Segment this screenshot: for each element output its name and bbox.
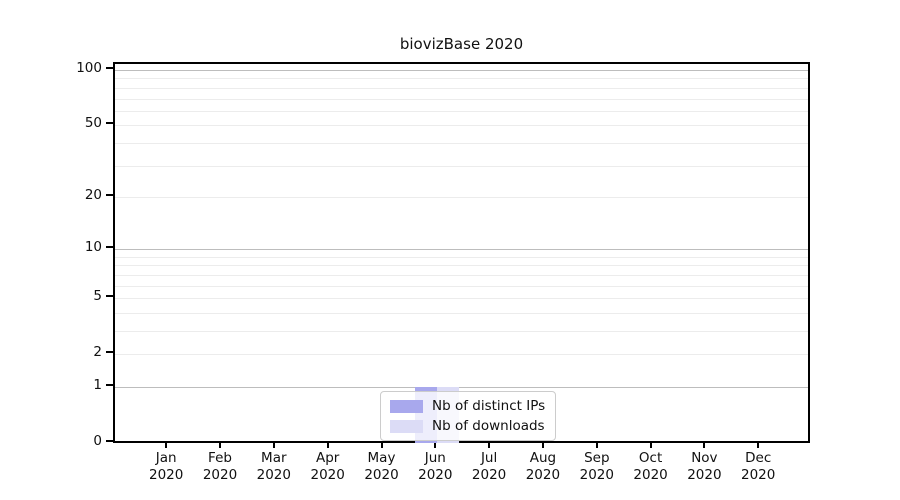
x-tick-mark bbox=[649, 443, 652, 448]
x-axis-tick-label: May 2020 bbox=[364, 450, 399, 483]
x-tick-mark bbox=[272, 443, 275, 448]
gridline-minor bbox=[115, 265, 808, 267]
gridline-minor bbox=[115, 196, 808, 198]
y-axis-tick-label: 50 bbox=[84, 115, 102, 132]
gridline-major bbox=[115, 387, 808, 388]
x-axis-tick-label: Jan 2020 bbox=[149, 450, 184, 483]
y-tick-mark bbox=[106, 440, 113, 442]
x-axis-tick-label: Nov 2020 bbox=[687, 450, 722, 483]
legend-item-downloads: Nb of downloads bbox=[390, 418, 545, 434]
y-tick-mark bbox=[106, 384, 113, 386]
x-axis-tick-label: Jul 2020 bbox=[471, 450, 507, 483]
gridline-minor bbox=[115, 312, 808, 314]
x-tick-mark bbox=[380, 443, 383, 448]
x-axis-tick-label: Mar 2020 bbox=[256, 450, 291, 483]
gridline-minor bbox=[115, 274, 808, 276]
legend-swatch-distinct-ips bbox=[390, 399, 423, 413]
gridline-minor bbox=[115, 331, 808, 332]
x-axis-tick-label: Jun 2020 bbox=[418, 450, 453, 483]
legend-swatch-downloads bbox=[390, 419, 423, 433]
gridline-minor bbox=[115, 354, 808, 356]
y-axis-tick-label: 100 bbox=[76, 60, 102, 76]
legend-item-distinct-ips: Nb of distinct IPs bbox=[390, 398, 545, 414]
x-tick-mark bbox=[434, 443, 437, 448]
x-tick-mark bbox=[703, 443, 706, 448]
x-axis-tick-label: Aug 2020 bbox=[525, 450, 561, 483]
y-tick-mark bbox=[106, 122, 113, 125]
legend-label-downloads: Nb of downloads bbox=[432, 418, 545, 434]
x-tick-mark bbox=[488, 443, 491, 448]
x-tick-mark bbox=[595, 443, 598, 448]
y-axis-tick-label: 1 bbox=[93, 377, 102, 393]
y-tick-mark bbox=[106, 246, 113, 249]
x-axis-tick-label: Feb 2020 bbox=[202, 450, 238, 483]
x-axis-tick-label: Apr 2020 bbox=[310, 450, 345, 483]
y-axis-tick-label: 20 bbox=[84, 186, 102, 203]
gridline-major bbox=[115, 249, 808, 251]
gridline-minor bbox=[115, 78, 808, 80]
y-tick-mark bbox=[106, 295, 113, 298]
y-tick-mark bbox=[106, 67, 113, 69]
y-axis-tick-label: 5 bbox=[93, 288, 102, 305]
gridline-minor bbox=[115, 142, 808, 144]
gridline-minor bbox=[115, 98, 808, 100]
gridline-minor bbox=[115, 87, 808, 89]
y-axis-tick-label: 10 bbox=[84, 239, 102, 256]
x-tick-mark bbox=[219, 443, 221, 448]
gridline-minor bbox=[115, 125, 808, 127]
y-axis-tick-label: 0 bbox=[93, 433, 102, 449]
gridline-minor bbox=[115, 256, 808, 258]
gridline-minor bbox=[115, 110, 808, 112]
x-axis-tick-label: Dec 2020 bbox=[741, 450, 776, 483]
x-tick-mark bbox=[165, 443, 168, 448]
x-tick-mark bbox=[326, 443, 329, 448]
gridline-minor bbox=[115, 165, 808, 167]
plot-area: Nb of distinct IPs Nb of downloads bbox=[113, 62, 810, 443]
x-tick-mark bbox=[757, 443, 760, 448]
x-axis-tick-label: Sep 2020 bbox=[579, 450, 614, 483]
y-axis-tick-label: 2 bbox=[93, 344, 102, 361]
x-axis-tick-label: Oct 2020 bbox=[633, 450, 668, 483]
legend-label-distinct-ips: Nb of distinct IPs bbox=[432, 398, 546, 414]
gridline-minor bbox=[115, 285, 808, 287]
y-tick-mark bbox=[106, 351, 113, 354]
legend: Nb of distinct IPs Nb of downloads bbox=[380, 391, 557, 441]
gridline-major bbox=[115, 70, 808, 71]
y-tick-mark bbox=[106, 193, 113, 196]
chart-title: biovizBase 2020 bbox=[399, 35, 524, 53]
x-tick-mark bbox=[541, 443, 544, 448]
gridline-minor bbox=[115, 298, 808, 300]
